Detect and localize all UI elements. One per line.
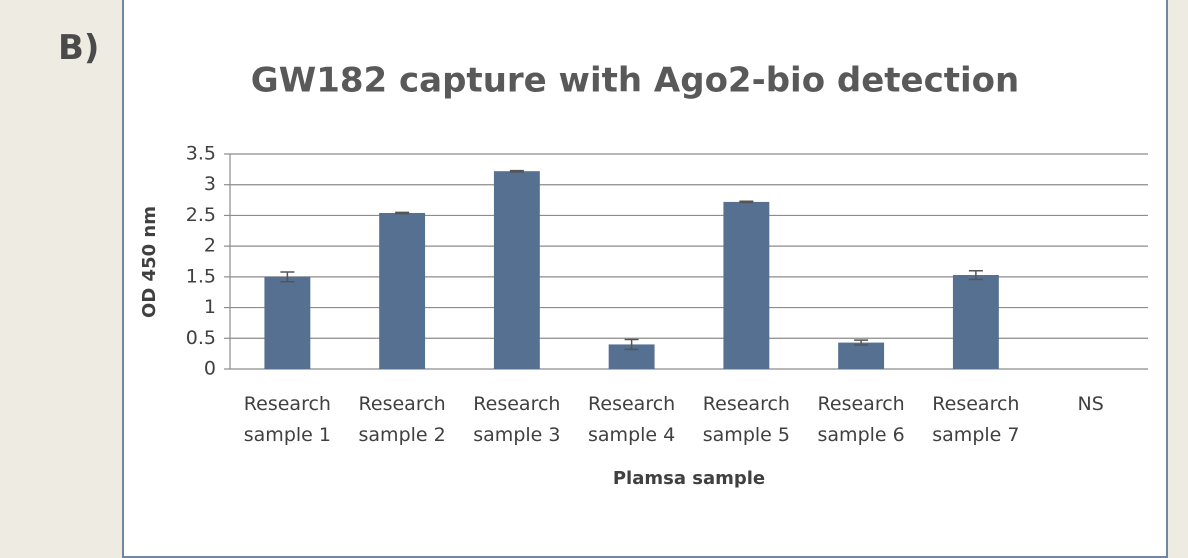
y-tick-label: 3.5 <box>186 143 216 165</box>
bar <box>952 275 999 369</box>
error-bar <box>509 169 524 173</box>
error-bar <box>854 339 869 346</box>
x-tick-label: Research sample 3 <box>473 393 561 446</box>
x-tick-label: Research sample 5 <box>702 393 790 446</box>
error-bar <box>395 211 410 215</box>
y-tick-label: 0.5 <box>186 327 216 349</box>
error-bar <box>739 200 754 204</box>
x-tick-label: Research sample 1 <box>243 393 331 446</box>
bar <box>493 171 540 369</box>
bar <box>838 342 885 369</box>
x-tick-label: NS <box>1077 393 1104 415</box>
x-tick-label: Research sample 4 <box>588 393 676 446</box>
chart-title: GW182 capture with Ago2-bio detection <box>251 61 1019 101</box>
x-tick-label: Research sample 6 <box>817 393 905 446</box>
y-tick-label: 0 <box>204 358 216 380</box>
y-tick-label: 3 <box>204 173 216 195</box>
error-bar <box>280 271 295 283</box>
bar <box>264 276 311 369</box>
y-tick-label: 1.5 <box>186 265 216 287</box>
x-axis-label: Plamsa sample <box>613 468 765 489</box>
panel-label: B) <box>58 28 100 68</box>
y-tick-label: 2.5 <box>186 204 216 226</box>
error-bar <box>624 338 639 351</box>
y-axis-label: OD 450 nm <box>139 206 160 318</box>
bar <box>379 212 426 369</box>
error-bar <box>968 269 983 281</box>
y-tick-label: 2 <box>204 235 216 257</box>
x-tick-label: Research sample 7 <box>932 393 1020 446</box>
y-tick-label: 1 <box>204 296 216 318</box>
x-tick-label: Research sample 2 <box>358 393 446 446</box>
bar <box>723 201 770 369</box>
